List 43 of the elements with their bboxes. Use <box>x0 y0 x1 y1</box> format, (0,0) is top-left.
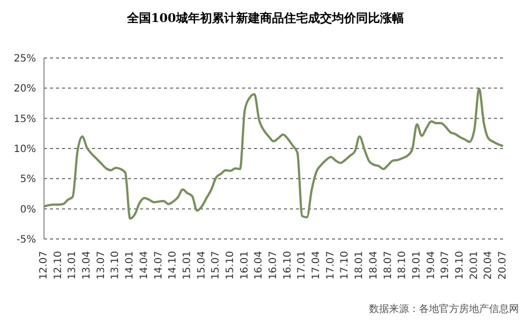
x-tick-label: 17.07 <box>325 251 336 280</box>
x-tick-label: 20.01 <box>468 251 480 280</box>
x-tick-label: 13.07 <box>96 251 107 280</box>
y-tick-label: 0% <box>20 204 36 216</box>
x-tick-label: 15.04 <box>196 251 208 280</box>
x-tick-label: 16.10 <box>282 251 294 280</box>
x-tick-label: 18.10 <box>397 251 408 280</box>
x-tick-label: 13.01 <box>67 251 78 280</box>
x-tick-label: 18.01 <box>354 251 366 280</box>
x-tick-label: 16.04 <box>254 251 265 280</box>
x-tick-label: 12.07 <box>38 251 50 280</box>
y-tick-label: 15% <box>14 114 36 125</box>
x-tick-label: 20.04 <box>483 251 494 280</box>
line-series <box>42 88 504 220</box>
chart-title: 全国100城年初累计新建商品住宅成交均价同比涨幅 <box>126 10 406 27</box>
x-tick-label: 12.10 <box>52 251 64 280</box>
x-tick-label: 15.01 <box>182 251 193 280</box>
x-tick-label: 17.04 <box>311 251 322 280</box>
y-tick-label: 10% <box>14 144 36 156</box>
y-tick-label: 5% <box>20 174 36 186</box>
x-tick-label: 17.10 <box>340 251 351 280</box>
x-tick-label: 18.07 <box>382 251 394 280</box>
x-tick-label: 13.10 <box>110 251 122 280</box>
x-tick-label: 17.01 <box>296 251 308 280</box>
x-tick-label: 14.10 <box>168 251 179 280</box>
x-tick-label: 19.07 <box>440 251 452 280</box>
x-tick-label: 14.04 <box>138 251 150 280</box>
source-note: 数据来源：各地官方房地产信息网 <box>368 302 520 316</box>
x-tick-label: 19.01 <box>411 251 422 280</box>
x-tick-label: 15.10 <box>224 251 236 280</box>
x-tick-label: 19.04 <box>426 251 437 280</box>
y-tick-label: 25% <box>14 54 36 65</box>
x-tick-label: 19.10 <box>454 251 466 280</box>
x-tick-label: 15.07 <box>210 251 222 280</box>
x-tick-label: 18.04 <box>368 251 380 280</box>
x-tick-label: 16.01 <box>239 251 250 280</box>
x-tick-label: 20.07 <box>498 251 508 280</box>
x-tick-label: 14.07 <box>153 251 164 280</box>
y-tick-label: -5% <box>16 234 36 246</box>
x-tick-label: 14.01 <box>124 251 136 280</box>
x-tick-label: 16.07 <box>268 251 279 280</box>
x-tick-label: 13.04 <box>82 251 93 280</box>
y-tick-label: 20% <box>14 84 36 95</box>
